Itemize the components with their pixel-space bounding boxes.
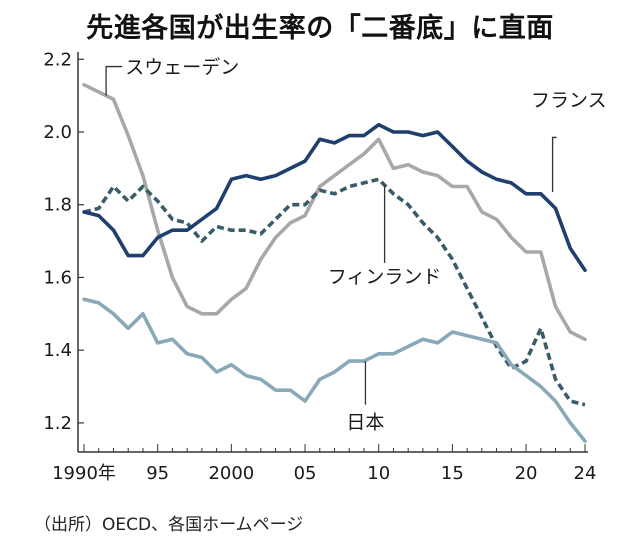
x-tick-label: 20: [515, 463, 538, 484]
france-label: フランス: [531, 90, 607, 112]
chart-title: 先進各国が出生率の「二番底」に直面: [86, 13, 554, 44]
x-tick-label: 95: [146, 463, 169, 484]
x-tick-label: 05: [294, 463, 317, 484]
finland-label: フィンランド: [328, 266, 442, 288]
sweden-label: スウェーデン: [125, 57, 239, 79]
chart-axes: 1.2 1.4 1.6 1.8 2.0 2.2 1990年 95 2000 05 10 15 20 24: [43, 49, 596, 484]
x-tick-label: 24: [574, 463, 597, 484]
y-tick-label: 1.8: [43, 195, 72, 216]
series-line-0: [82, 82, 587, 342]
y-tick-label: 2.2: [43, 49, 72, 70]
y-tick-label: 2.0: [43, 122, 72, 143]
france-leader: [551, 136, 557, 192]
japan-label: 日本: [346, 411, 384, 433]
x-tick-label: 10: [367, 463, 390, 484]
series-line-1: [82, 122, 587, 272]
series-line-2: [83, 177, 586, 407]
x-tick-label: 2000: [208, 463, 254, 484]
source-note: （出所）OECD、各国ホームページ: [34, 515, 304, 535]
series-lines: [82, 82, 587, 443]
sweden-leader: [105, 65, 123, 96]
x-tick-label: 15: [441, 463, 464, 484]
y-tick-label: 1.4: [43, 340, 72, 361]
series-line-3: [82, 297, 587, 443]
x-tick-label: 1990年: [52, 463, 116, 484]
y-tick-label: 1.2: [43, 413, 72, 434]
y-tick-label: 1.6: [43, 267, 72, 288]
